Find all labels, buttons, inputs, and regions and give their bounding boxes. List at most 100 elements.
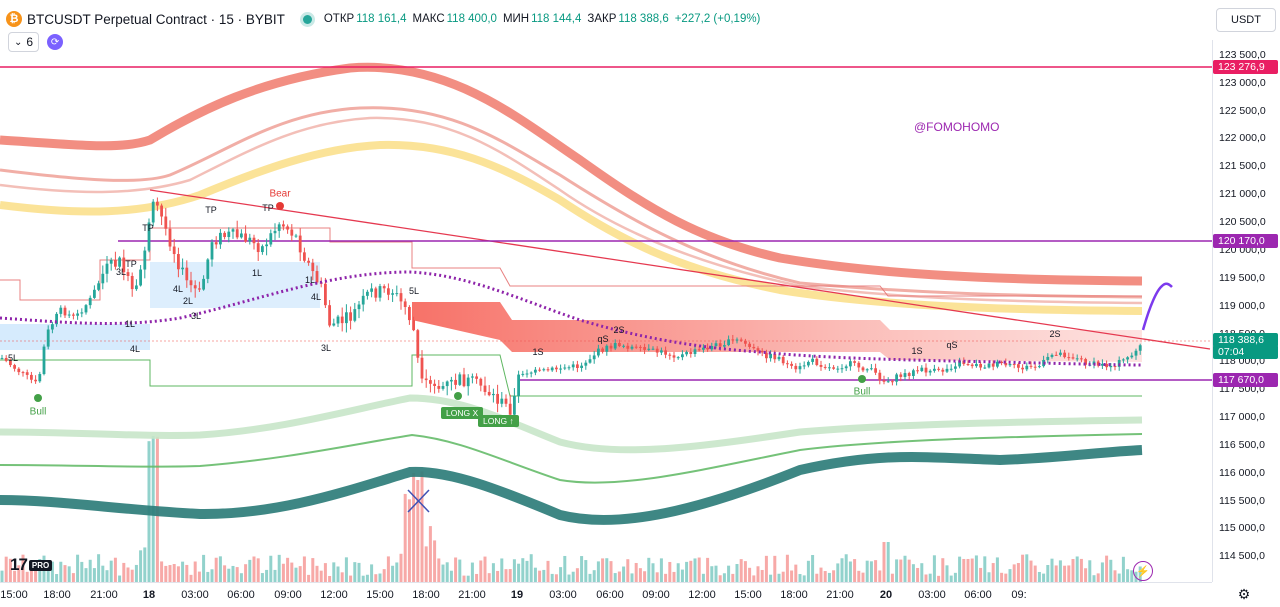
candle-body: [408, 307, 411, 321]
candle-body: [920, 367, 924, 372]
price-tick: 116 500,0: [1219, 439, 1265, 451]
candle-body: [639, 346, 642, 348]
cross-marker-icon: [407, 489, 430, 513]
volume-bar: [302, 556, 306, 582]
volume-bar: [1054, 565, 1058, 582]
volume-bar: [92, 568, 96, 582]
volume-bar: [1033, 565, 1037, 582]
volume-bar: [105, 570, 109, 582]
price-scale[interactable]: 123 500,0 123 000,0 122 500,0 122 000,0 …: [1212, 40, 1280, 582]
volume-bar: [546, 560, 550, 582]
candle-body: [752, 346, 756, 349]
volume-bar: [466, 575, 470, 582]
volume-bar: [1121, 556, 1125, 582]
candle-body: [987, 363, 991, 368]
red-cloud-area: [412, 302, 1142, 362]
currency-select[interactable]: USDT: [1216, 8, 1276, 32]
candle-body: [202, 278, 205, 290]
candle-body: [832, 367, 835, 369]
volume-bar: [1079, 558, 1083, 582]
volume-bar: [34, 570, 38, 582]
candle-body: [366, 291, 369, 296]
change-value: +227,2 (+0,19%): [674, 13, 761, 25]
volume-bar: [218, 556, 222, 582]
candle-body: [399, 293, 403, 302]
volume-bar: [596, 561, 600, 582]
volume-bar: [710, 566, 714, 582]
candle-body: [1080, 358, 1083, 360]
volume-bar: [109, 560, 113, 582]
price-tick: 119 500,0: [1219, 272, 1265, 284]
candle-body: [601, 348, 604, 352]
long-x-badge: LONG X: [441, 407, 484, 419]
volume-bar: [273, 569, 277, 582]
candle-body: [731, 339, 735, 341]
volume-bar: [382, 569, 386, 582]
volume-bar: [1042, 573, 1046, 582]
volume-bar: [668, 561, 672, 582]
price-tick: 119 000,0: [1219, 300, 1265, 312]
volume-bar: [664, 573, 668, 582]
volume-bar: [769, 574, 773, 582]
candle-body: [59, 307, 63, 314]
volume-bar: [143, 547, 147, 582]
candle-body: [4, 357, 8, 361]
volume-bar: [903, 555, 907, 582]
candle-body: [13, 365, 16, 369]
volume-bar: [55, 574, 59, 582]
volume-bar: [80, 561, 84, 582]
volume-bar: [353, 562, 357, 582]
volume-bar: [567, 574, 571, 582]
candle-body: [160, 205, 163, 217]
volume-bar: [349, 575, 353, 582]
candle-body: [1105, 363, 1108, 368]
candle-body: [395, 293, 399, 295]
indicators-toggle-button[interactable]: ⌄ 6: [8, 32, 40, 52]
candle-body: [521, 373, 525, 375]
volume-bar: [1084, 568, 1088, 582]
candle-body: [294, 235, 298, 237]
candle-body: [198, 288, 201, 290]
volume-bar: [437, 558, 441, 582]
price-tick: 123 000,0: [1219, 77, 1266, 89]
candle-body: [1096, 361, 1100, 366]
time-axis[interactable]: 15:00 18:00 21:00 18 03:00 06:00 09:00 1…: [0, 582, 1212, 607]
volume-bar: [160, 561, 164, 582]
volume-bar: [517, 563, 521, 582]
bear-dot: [276, 202, 284, 210]
volume-bar: [974, 555, 978, 582]
tradingview-logo[interactable]: 17 PRO: [10, 555, 53, 575]
candle-body: [685, 351, 688, 355]
symbol-title[interactable]: BTCUSDT Perpetual Contract · 15 · BYBIT: [27, 11, 285, 27]
candle-body: [924, 367, 928, 373]
price-tick: 121 500,0: [1219, 160, 1266, 172]
candle-body: [739, 339, 743, 341]
volume-bar: [139, 550, 143, 582]
flash-icon[interactable]: ⚡: [1133, 561, 1153, 581]
volume-bar: [1037, 571, 1041, 582]
candle-body: [928, 370, 932, 373]
gear-icon[interactable]: ⚙: [1237, 585, 1251, 602]
volume-bar: [290, 562, 294, 582]
candle-body: [647, 348, 651, 350]
candle-body: [857, 362, 861, 368]
volume-bar: [899, 559, 903, 582]
volume-bar: [571, 571, 575, 582]
volume-bar: [206, 571, 210, 582]
candle-body: [214, 242, 218, 245]
candle-body: [933, 368, 936, 371]
candle-body: [118, 257, 121, 267]
volume-bar: [987, 572, 991, 582]
price-label-upper-level: 123 276,9: [1213, 60, 1278, 74]
trendline-red: [149, 189, 1211, 350]
volume-bar: [340, 572, 344, 582]
candle-body: [164, 216, 168, 229]
volume-bar: [239, 573, 243, 582]
sync-icon[interactable]: ⟳: [47, 34, 64, 50]
candle-body: [903, 373, 907, 377]
volume-bar: [958, 556, 962, 582]
volume-bar: [386, 556, 390, 582]
volume-bar: [445, 562, 449, 582]
candle-body: [345, 312, 348, 324]
volume-bar: [626, 559, 630, 582]
